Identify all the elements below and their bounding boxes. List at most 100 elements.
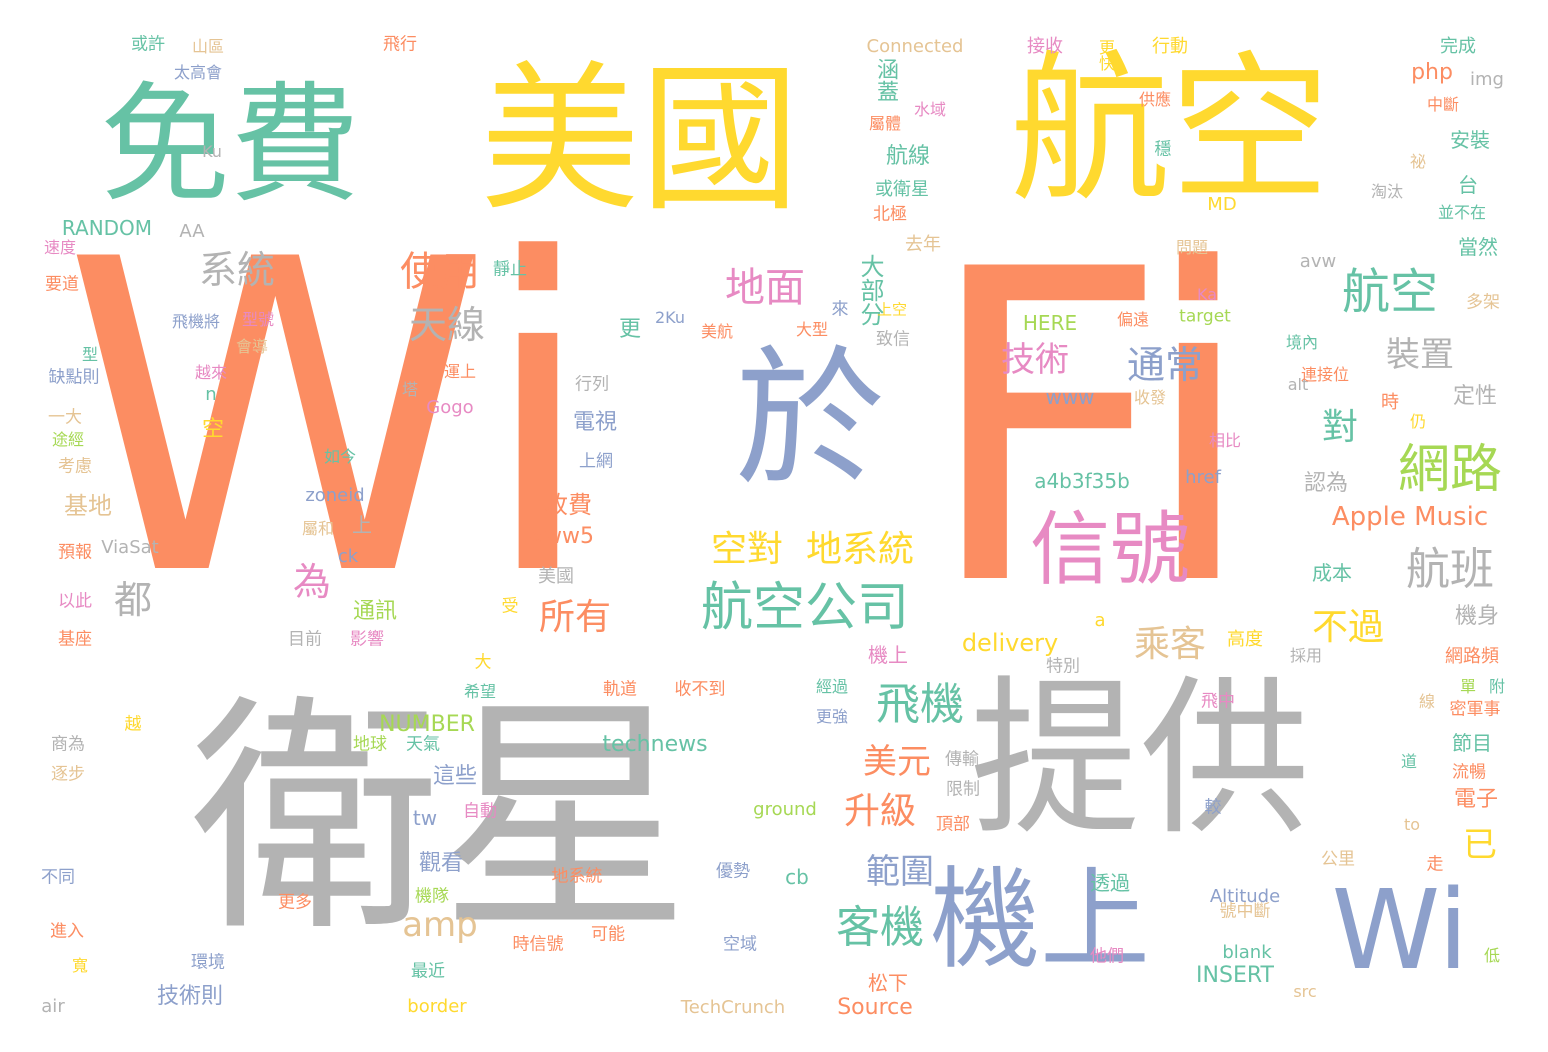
cloud-word: 通常 xyxy=(1126,343,1204,387)
cloud-word: 越來 xyxy=(194,363,228,382)
cloud-word: 使用 xyxy=(400,249,480,295)
cloud-word: to xyxy=(1403,815,1421,834)
cloud-word: 衛星 xyxy=(190,674,690,965)
cloud-word: Wi xyxy=(62,170,598,670)
cloud-word: 致信 xyxy=(876,329,910,350)
cloud-word: 祕 xyxy=(1409,152,1427,171)
cloud-word: 航空公司 xyxy=(700,578,910,638)
cloud-word: 收發 xyxy=(1133,388,1167,407)
cloud-word: 或許 xyxy=(131,34,165,55)
cloud-word: 上空 xyxy=(876,300,908,319)
cloud-word: TechCrunch xyxy=(680,997,786,1018)
cloud-word: a xyxy=(1094,610,1106,631)
cloud-word: 地系統 xyxy=(805,529,915,570)
cloud-word: src xyxy=(1293,982,1317,1001)
cloud-word: 這些 xyxy=(432,764,478,789)
cloud-word: www5 xyxy=(526,524,594,549)
cloud-word: 行列 xyxy=(575,374,609,395)
cloud-word: tw xyxy=(412,806,438,830)
cloud-word: 靜止 xyxy=(493,259,527,280)
cloud-word: 多架 xyxy=(1466,292,1500,313)
cloud-word: 裝置 xyxy=(1386,335,1454,375)
cloud-word: 道 xyxy=(1400,752,1418,771)
cloud-word: 空 xyxy=(201,417,225,442)
cloud-word: a4b3f35b xyxy=(1034,469,1130,493)
cloud-word: 時 xyxy=(1381,392,1399,413)
cloud-word: 技術 xyxy=(1001,340,1069,380)
cloud-word: 都 xyxy=(113,578,153,622)
cloud-word: cb xyxy=(785,865,809,889)
cloud-word: 越 xyxy=(124,714,142,735)
cloud-word: 技術則 xyxy=(156,984,224,1009)
cloud-word: 行動 xyxy=(1152,36,1188,57)
cloud-word: 於 xyxy=(734,333,886,507)
cloud-word: 山區 xyxy=(191,37,225,56)
cloud-word: 網路 xyxy=(1397,440,1503,500)
cloud-word: 希望 xyxy=(463,682,497,701)
cloud-word: Ka xyxy=(1196,285,1218,304)
cloud-word: 特別 xyxy=(1046,656,1080,677)
cloud-word: 較 xyxy=(1204,797,1222,818)
cloud-word: 要道 xyxy=(45,274,79,295)
cloud-word: NUMBER xyxy=(379,712,475,737)
cloud-word: 地系統 xyxy=(551,866,603,887)
cloud-word: 美元 xyxy=(863,742,931,782)
cloud-word: 影響 xyxy=(350,629,384,650)
cloud-word: 進入 xyxy=(50,921,84,942)
cloud-word: 時信號 xyxy=(512,934,564,955)
cloud-word: 優勢 xyxy=(716,861,750,882)
cloud-word: 上網 xyxy=(579,451,613,472)
cloud-word: 機上 xyxy=(868,643,908,667)
cloud-word: 信號 xyxy=(1030,503,1190,596)
cloud-word: Ku xyxy=(202,142,222,161)
cloud-word: 淘汰 xyxy=(1370,182,1404,201)
cloud-word: 頂部 xyxy=(936,814,970,835)
cloud-word: delivery xyxy=(961,629,1059,657)
cloud-word: 低 xyxy=(1483,946,1501,965)
cloud-word: 屬體 xyxy=(868,114,902,133)
cloud-word: 途經 xyxy=(51,430,85,449)
cloud-word: 預報 xyxy=(58,542,92,563)
cloud-word: 天線 xyxy=(408,303,486,347)
cloud-word: 收費 xyxy=(544,491,592,519)
cloud-word: 並不在 xyxy=(1437,203,1487,222)
cloud-word: 寬 xyxy=(71,956,89,975)
cloud-word: 地面 xyxy=(725,265,805,311)
cloud-word: 觀看 xyxy=(418,851,464,876)
cloud-word: 通訊 xyxy=(352,599,398,624)
cloud-word: 以此 xyxy=(58,591,92,612)
cloud-word: 速度 xyxy=(43,238,77,257)
cloud-word: 塔 xyxy=(401,380,419,399)
cloud-word: 限制 xyxy=(946,779,980,800)
cloud-word: 機隊 xyxy=(415,886,449,907)
cloud-word: 涵蓋 xyxy=(873,58,898,102)
cloud-word: 接收 xyxy=(1027,36,1063,57)
cloud-word: 範圍 xyxy=(866,852,934,892)
cloud-word: 上 xyxy=(352,513,372,537)
cloud-word: 一大 xyxy=(48,407,82,428)
cloud-word: 已 xyxy=(1463,825,1497,865)
cloud-word: www xyxy=(1045,385,1095,409)
cloud-word: 飛機 xyxy=(876,679,964,730)
cloud-word: 考慮 xyxy=(58,456,92,477)
cloud-word: blank xyxy=(1222,942,1272,963)
cloud-word: 飛機將 xyxy=(171,312,221,331)
cloud-word: 密軍事 xyxy=(1449,699,1501,720)
cloud-word: 地球 xyxy=(353,734,387,755)
cloud-word: HERE xyxy=(1022,311,1078,335)
cloud-word: 仍 xyxy=(1409,412,1427,431)
cloud-word: 可能 xyxy=(591,924,625,945)
cloud-word: 偏遠 xyxy=(1116,310,1150,329)
cloud-word: Source xyxy=(837,995,913,1020)
cloud-word: 電視 xyxy=(572,410,618,435)
cloud-word: 所有 xyxy=(538,597,612,638)
cloud-word: 問題 xyxy=(1175,238,1209,257)
cloud-word: 高度 xyxy=(1227,629,1263,650)
cloud-word: MD xyxy=(1207,194,1237,215)
cloud-word: href xyxy=(1185,467,1221,488)
cloud-word: air xyxy=(41,996,65,1017)
cloud-word: Apple Music xyxy=(1331,502,1489,532)
cloud-word: 天氣 xyxy=(406,734,440,755)
cloud-word: 不過 xyxy=(1311,607,1385,648)
cloud-word: 基地 xyxy=(64,492,112,520)
